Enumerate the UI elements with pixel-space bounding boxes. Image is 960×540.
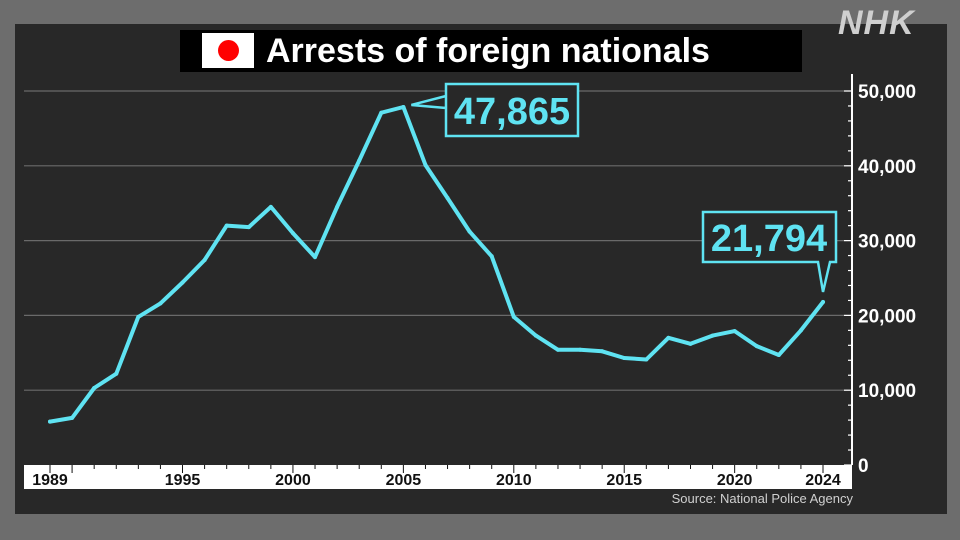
- data-point: [555, 347, 560, 352]
- data-point: [578, 347, 583, 352]
- data-point: [776, 353, 781, 358]
- data-point: [445, 195, 450, 200]
- data-point: [335, 204, 340, 209]
- x-tick-label: 2000: [275, 472, 311, 489]
- x-tick-label: 2024: [805, 472, 841, 489]
- peak-callout-box: [411, 82, 580, 138]
- source-note: Source: National Police Agency: [671, 491, 853, 506]
- series-line: [48, 105, 825, 424]
- japan-flag-icon: [202, 33, 254, 68]
- latest-callout-label: 21,794: [711, 218, 827, 260]
- data-point: [48, 419, 52, 424]
- data-point: [357, 158, 362, 163]
- peak-callout-label: 47,865: [454, 91, 570, 133]
- data-point: [821, 299, 825, 304]
- data-point: [710, 333, 715, 338]
- y-tick-label: 50,000: [858, 82, 916, 103]
- flag-sun-disc: [218, 40, 239, 61]
- data-point: [290, 231, 295, 236]
- x-tick-label: 2015: [606, 472, 642, 489]
- data-point: [268, 204, 273, 209]
- data-point: [246, 225, 251, 230]
- data-point: [423, 163, 428, 168]
- data-point: [754, 344, 759, 349]
- x-tick-label: 2005: [386, 472, 422, 489]
- data-point: [688, 341, 693, 346]
- y-tick-label: 0: [858, 456, 869, 477]
- data-point: [379, 110, 384, 115]
- data-point: [92, 385, 97, 390]
- title-bar: [180, 30, 802, 72]
- data-point: [136, 314, 141, 319]
- x-tick-label: 2020: [717, 472, 753, 489]
- data-point: [666, 335, 671, 340]
- data-point: [224, 223, 229, 228]
- data-point: [180, 280, 185, 285]
- data-point: [313, 255, 318, 260]
- data-point: [622, 356, 627, 361]
- chart-title: Arrests of foreign nationals: [266, 32, 710, 70]
- data-point: [158, 301, 163, 306]
- data-point: [600, 349, 605, 354]
- data-point: [511, 314, 516, 319]
- data-point: [489, 254, 494, 259]
- nhk-logo: NHK: [838, 4, 915, 42]
- data-point: [202, 258, 207, 263]
- data-point: [70, 415, 75, 420]
- y-tick-label: 10,000: [858, 381, 916, 402]
- data-point: [467, 229, 472, 234]
- y-tick-label: 20,000: [858, 306, 916, 327]
- y-tick-label: 40,000: [858, 157, 916, 178]
- x-tick-label: 1989: [32, 472, 68, 489]
- x-axis-band: [24, 465, 852, 489]
- data-point: [114, 371, 119, 376]
- x-tick-label: 1995: [165, 472, 201, 489]
- data-point: [798, 328, 803, 333]
- y-tick-label: 30,000: [858, 232, 916, 253]
- latest-callout-box: [701, 210, 838, 293]
- data-point: [732, 329, 737, 334]
- x-tick-label: 2010: [496, 472, 532, 489]
- data-point: [533, 333, 538, 338]
- data-point: [644, 357, 649, 362]
- data-point: [401, 104, 406, 109]
